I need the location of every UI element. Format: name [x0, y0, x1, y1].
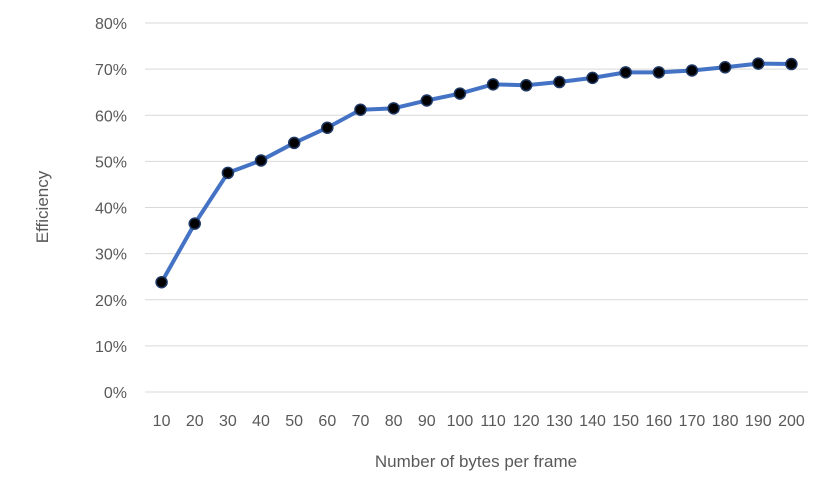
- data-point: [287, 136, 301, 150]
- data-point: [387, 102, 400, 115]
- data-point: [188, 217, 201, 230]
- x-tick-label: 90: [418, 413, 436, 430]
- y-tick-label: 80%: [95, 16, 127, 33]
- data-point: [519, 79, 533, 92]
- data-point: [619, 66, 632, 79]
- data-point: [586, 71, 599, 85]
- y-tick-label: 10%: [95, 339, 127, 356]
- x-tick-label: 160: [645, 413, 672, 430]
- x-tick-label: 140: [579, 413, 606, 430]
- x-axis-tick-labels: 10 20 30 40 50 60 70 80 90 100 110 120 130 140 150 160 1…: [153, 413, 805, 430]
- data-point: [453, 87, 467, 100]
- x-tick-label: 190: [745, 413, 772, 430]
- y-tick-label: 40%: [95, 201, 127, 218]
- x-tick-label: 50: [285, 413, 303, 430]
- y-tick-label: 50%: [95, 154, 127, 171]
- y-axis-tick-labels: 0% 10% 20% 30% 40% 50% 60% 70% 80%: [95, 16, 127, 402]
- data-point: [321, 121, 334, 134]
- data-point: [354, 103, 367, 116]
- x-tick-label: 180: [712, 413, 739, 430]
- x-tick-label: 110: [480, 413, 506, 430]
- data-point: [718, 61, 732, 74]
- y-axis-title: Efficiency: [33, 170, 52, 243]
- data-point: [486, 78, 500, 91]
- x-tick-label: 150: [612, 413, 639, 430]
- x-tick-label: 20: [186, 413, 204, 430]
- x-axis-title: Number of bytes per frame: [375, 452, 577, 471]
- data-point: [752, 57, 765, 70]
- series-line: [159, 61, 794, 285]
- y-tick-label: 60%: [95, 108, 127, 125]
- x-tick-label: 80: [385, 413, 403, 430]
- y-tick-label: 30%: [95, 247, 127, 264]
- x-tick-label: 30: [219, 413, 237, 430]
- series-markers: [155, 57, 798, 289]
- data-point: [155, 275, 168, 289]
- data-point: [420, 94, 434, 107]
- y-tick-label: 70%: [95, 62, 127, 79]
- x-tick-label: 130: [546, 413, 573, 430]
- x-tick-label: 170: [679, 413, 706, 430]
- y-tick-label: 20%: [95, 293, 127, 310]
- data-point: [221, 166, 235, 180]
- x-tick-label: 60: [318, 413, 336, 430]
- data-point: [254, 154, 268, 167]
- data-point: [685, 64, 699, 77]
- x-tick-label: 70: [352, 413, 370, 430]
- x-tick-label: 10: [153, 413, 171, 430]
- x-tick-label: 200: [778, 413, 805, 430]
- data-point: [553, 75, 566, 89]
- x-tick-label: 100: [447, 413, 474, 430]
- x-tick-label: 120: [513, 413, 540, 430]
- y-tick-label: 0%: [104, 385, 127, 402]
- gridlines: [145, 22, 808, 393]
- data-point: [785, 57, 798, 71]
- data-point: [652, 66, 666, 79]
- x-tick-label: 40: [252, 413, 270, 430]
